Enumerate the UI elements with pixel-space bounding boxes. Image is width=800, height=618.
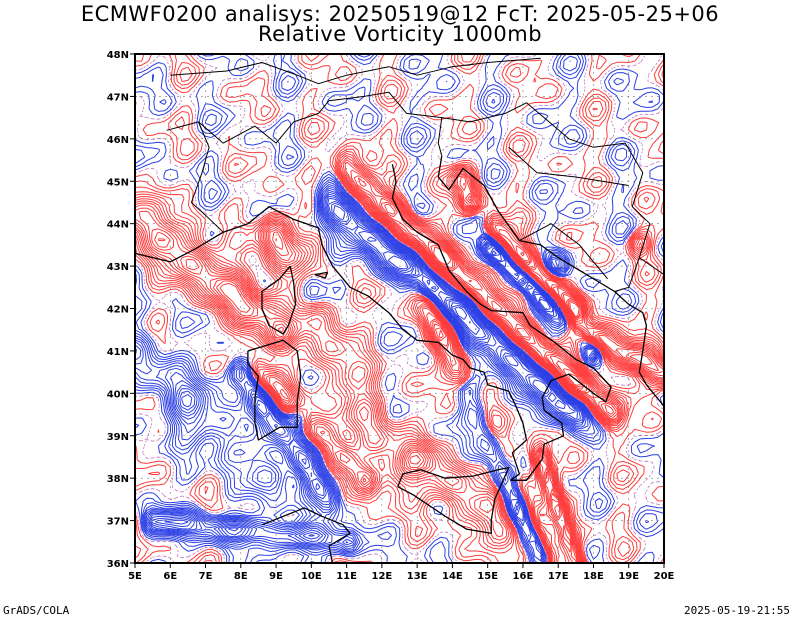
y-tick-label: 48N xyxy=(107,50,129,61)
x-tick-label: 20E xyxy=(654,571,675,582)
x-tick-label: 15E xyxy=(477,571,498,582)
coastline-segment xyxy=(314,271,328,279)
y-tick-label: 46N xyxy=(107,135,129,146)
negative-contour xyxy=(154,197,578,537)
negative-contour xyxy=(151,195,581,540)
vorticity-map: 5E 6E 7E 8E 9E 10E 11E 12E 13E 14E 15E 16E 17E 18E 19E… xyxy=(107,50,675,582)
x-tick-label: 14E xyxy=(442,571,463,582)
coastline-segment xyxy=(135,231,224,263)
x-tick-label: 8E xyxy=(234,571,248,582)
coastline-segment xyxy=(437,155,664,407)
positive-contour xyxy=(135,54,664,563)
coastline-segment xyxy=(222,206,528,481)
graticule xyxy=(135,54,664,563)
border-segment xyxy=(441,102,651,292)
positive-contour xyxy=(135,169,664,563)
y-tick-label: 38N xyxy=(107,474,129,485)
x-tick-label: 16E xyxy=(513,571,534,582)
border-segment xyxy=(166,121,224,233)
coastline xyxy=(135,57,664,563)
border-segment xyxy=(508,146,629,186)
negative-contour xyxy=(135,55,650,563)
negative-contour xyxy=(164,200,576,532)
positive-contour xyxy=(135,156,664,563)
positive-contour xyxy=(135,154,664,563)
x-tick-label: 18E xyxy=(583,571,604,582)
negative-contour xyxy=(135,60,624,563)
negative-contour xyxy=(135,183,598,562)
positive-contour xyxy=(151,176,664,563)
y-tick-label: 42N xyxy=(107,305,129,316)
coastline-segment xyxy=(397,466,510,534)
y-tick-label: 39N xyxy=(107,432,129,443)
x-tick-label: 12E xyxy=(371,571,392,582)
positive-contour xyxy=(135,54,664,563)
positive-contour xyxy=(135,54,664,563)
x-tick-label: 13E xyxy=(407,571,428,582)
negative-contour xyxy=(135,189,595,546)
x-tick-label: 19E xyxy=(618,571,639,582)
chart-subtitle: Relative Vorticity 1000mb xyxy=(257,22,543,46)
positive-contour xyxy=(135,161,664,563)
positive-contour xyxy=(219,246,653,518)
x-tick-label: 7E xyxy=(199,571,213,582)
x-tick-label: 9E xyxy=(269,571,283,582)
negative-contour xyxy=(333,204,550,395)
x-tick-label: 6E xyxy=(163,571,177,582)
y-tick-label: 45N xyxy=(107,177,129,188)
negative-contour xyxy=(150,193,583,543)
negative-contour xyxy=(257,202,566,410)
positive-contour xyxy=(154,182,664,553)
x-tick-label: 11E xyxy=(336,571,357,582)
x-tick-label: 10E xyxy=(301,571,322,582)
chart-title: ECMWF0200 analisys: 20250519@12 FcT: 202… xyxy=(80,2,720,26)
y-tick-label: 47N xyxy=(107,92,129,103)
contour-field xyxy=(135,54,664,563)
axes: 5E 6E 7E 8E 9E 10E 11E 12E 13E 14E 15E 16E 17E 18E 19E… xyxy=(107,50,675,582)
coastline-segment xyxy=(261,507,351,563)
x-tick-label: 17E xyxy=(548,571,569,582)
negative-contour xyxy=(135,185,597,557)
y-tick-label: 44N xyxy=(107,220,129,231)
border-segment xyxy=(170,57,541,85)
timestamp: 2025-05-19-21:55 xyxy=(684,604,790,617)
y-tick-label: 37N xyxy=(107,517,129,528)
y-tick-label: 40N xyxy=(107,389,129,400)
negative-contour xyxy=(135,54,664,563)
border-segment xyxy=(639,257,664,276)
y-tick-label: 43N xyxy=(107,262,129,273)
y-tick-label: 41N xyxy=(107,347,129,358)
x-tick-label: 5E xyxy=(128,571,142,582)
border-segment xyxy=(519,223,608,280)
coastline-segment xyxy=(391,164,612,481)
coastline-segment xyxy=(247,339,302,441)
coastline-segment xyxy=(261,265,297,335)
y-tick-label: 36N xyxy=(107,559,129,570)
negative-contour xyxy=(135,187,596,548)
software-credit: GrADS/COLA xyxy=(3,604,70,617)
